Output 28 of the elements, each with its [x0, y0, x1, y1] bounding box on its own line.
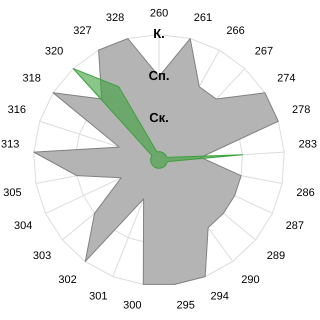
spoke-label: 316	[8, 104, 26, 116]
spoke-label: 302	[58, 274, 77, 286]
spoke-label: 301	[89, 290, 108, 303]
spoke-label: 303	[32, 250, 52, 262]
spoke-label: 267	[254, 45, 274, 58]
spoke-label: 290	[241, 274, 260, 286]
spoke-label: 261	[194, 12, 212, 24]
spoke-label: 304	[14, 220, 32, 232]
spoke-label: 313	[1, 138, 20, 151]
spoke-label: 305	[3, 186, 22, 199]
spoke-label: 260	[150, 8, 168, 20]
spoke-label: 287	[286, 220, 304, 232]
spoke-label: 300	[123, 299, 142, 312]
spoke-label: 295	[176, 299, 195, 312]
spoke-label: 328	[106, 12, 124, 24]
spoke-label: 289	[266, 250, 286, 262]
spoke-label: 286	[296, 186, 315, 199]
y-tick-label: К.	[153, 26, 165, 42]
spoke-label: 283	[298, 138, 317, 151]
spoke-label: 318	[22, 72, 41, 84]
spoke-label: 320	[44, 45, 64, 58]
spoke-label: 274	[277, 72, 296, 84]
y-tick-label: Сп.	[148, 68, 170, 83]
spoke-label: 294	[210, 290, 229, 303]
spoke-label: 266	[226, 24, 245, 37]
y-tick-label: Ск.	[149, 110, 169, 125]
spoke-label: 278	[292, 104, 310, 116]
spoke-label: 327	[73, 24, 92, 37]
